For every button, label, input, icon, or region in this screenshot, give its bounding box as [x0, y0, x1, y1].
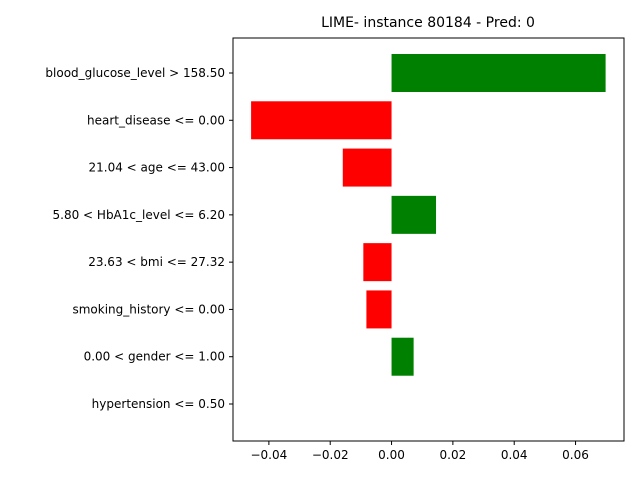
x-tick-label-0: −0.04 [250, 448, 287, 462]
y-tick-label-2: 21.04 < age <= 43.00 [89, 161, 225, 175]
y-tick-label-5: smoking_history <= 0.00 [72, 302, 225, 316]
plot-area-frame [232, 37, 625, 442]
bar-6 [391, 337, 414, 376]
bars-group [251, 54, 606, 376]
chart-title: LIME- instance 80184 - Pred: 0 [321, 15, 535, 31]
x-axis-ticks: −0.04 −0.02 0.00 0.02 0.04 0.06 [250, 441, 589, 462]
bar-2 [342, 148, 392, 187]
x-tick-label-3: 0.02 [440, 448, 467, 462]
bar-3 [391, 195, 437, 234]
y-tick-label-3: 5.80 < HbA1c_level <= 6.20 [53, 208, 225, 222]
bar-4 [363, 243, 392, 282]
x-tick-label-5: 0.06 [562, 448, 589, 462]
y-tick-label-4: 23.63 < bmi <= 27.32 [88, 255, 225, 269]
y-tick-label-0: blood_glucose_level > 158.50 [45, 66, 225, 80]
y-tick-label-1: heart_disease <= 0.00 [87, 113, 225, 127]
x-tick-label-4: 0.04 [501, 448, 528, 462]
x-tick-label-1: −0.02 [312, 448, 349, 462]
y-axis-ticks: blood_glucose_level > 158.50 heart_diseas… [45, 66, 233, 411]
x-tick-label-2: 0.00 [378, 448, 405, 462]
bar-5 [366, 290, 392, 329]
y-tick-label-7: hypertension <= 0.50 [92, 397, 225, 411]
y-tick-label-6: 0.00 < gender <= 1.00 [84, 350, 225, 364]
bar-0 [391, 54, 606, 92]
bar-1 [251, 101, 392, 140]
